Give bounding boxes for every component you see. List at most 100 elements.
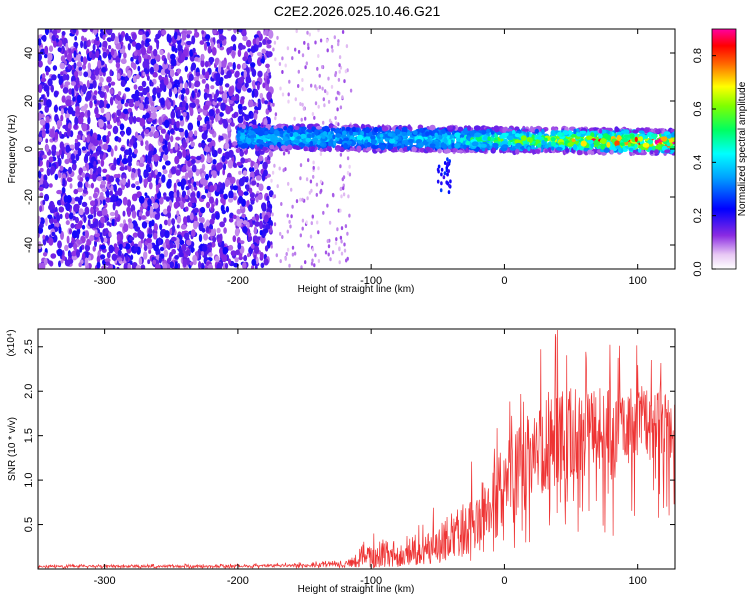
noise-cell <box>125 126 132 136</box>
noise-cell <box>323 103 326 108</box>
noise-cell <box>123 242 126 247</box>
noise-cell <box>82 134 86 141</box>
noise-cell <box>179 76 183 84</box>
noise-cell <box>331 192 335 197</box>
noise-cell <box>253 235 258 240</box>
noise-cell <box>71 164 76 170</box>
noise-cell <box>153 244 159 252</box>
noise-cell <box>322 210 325 215</box>
noise-cell <box>159 49 164 56</box>
noise-cell <box>335 237 338 242</box>
noise-cell <box>157 237 162 246</box>
noise-cell <box>56 214 61 222</box>
noise-cell <box>149 125 156 133</box>
noise-cell <box>212 236 217 243</box>
noise-cell <box>206 190 212 199</box>
noise-cell <box>242 63 247 69</box>
noise-cell <box>186 40 193 46</box>
noise-cell <box>232 61 236 71</box>
noise-cell <box>268 150 273 158</box>
noise-cell <box>201 227 206 233</box>
noise-cell <box>221 254 228 263</box>
noise-cell <box>259 229 263 236</box>
noise-cell <box>167 64 172 71</box>
signal-cell <box>463 144 467 150</box>
noise-cell <box>50 253 57 259</box>
noise-cell <box>203 42 208 51</box>
noise-cell <box>301 197 304 202</box>
noise-cell <box>185 249 191 256</box>
signal-cell <box>306 133 312 139</box>
noise-cell <box>274 57 277 62</box>
noise-cell <box>78 208 84 216</box>
noise-cell <box>123 108 129 115</box>
noise-cell <box>50 84 54 93</box>
noise-cell <box>189 107 194 117</box>
noise-cell <box>154 213 160 220</box>
noise-cell <box>157 125 163 131</box>
noise-cell <box>84 230 89 239</box>
signal-cell <box>492 142 499 148</box>
noise-cell <box>153 232 158 240</box>
noise-cell <box>189 212 194 221</box>
noise-cell <box>203 233 209 241</box>
signal-cell <box>670 128 675 133</box>
noise-cell <box>127 107 133 113</box>
noise-cell <box>280 202 283 206</box>
noise-cell <box>93 90 98 95</box>
noise-cell <box>39 205 43 213</box>
noise-cell <box>155 106 162 110</box>
noise-cell <box>132 232 138 238</box>
noise-cell <box>223 120 229 129</box>
noise-cell <box>251 258 257 266</box>
noise-cell <box>305 61 308 66</box>
noise-cell <box>339 152 343 157</box>
noise-cell <box>139 211 143 217</box>
noise-cell <box>278 62 282 66</box>
signal-cell <box>628 147 634 152</box>
signal-cell <box>544 137 548 142</box>
noise-cell <box>328 118 332 123</box>
noise-cell <box>237 190 244 197</box>
noise-cell <box>154 169 158 175</box>
signal-cell <box>454 132 461 139</box>
spectrogram-heatmap <box>38 29 675 269</box>
noise-cell <box>319 38 323 43</box>
noise-cell <box>167 218 172 227</box>
noise-cell <box>106 221 110 226</box>
noise-cell <box>247 253 250 258</box>
noise-cell <box>310 83 313 88</box>
signal-cell <box>501 134 506 140</box>
noise-cell <box>47 214 53 220</box>
noise-cell <box>116 109 122 117</box>
noise-cell <box>246 88 252 93</box>
noise-cell <box>84 206 90 215</box>
noise-cell <box>95 113 101 119</box>
noise-cell <box>72 29 77 33</box>
noise-cell <box>116 200 122 206</box>
noise-cell <box>306 30 309 35</box>
noise-cell <box>96 255 101 264</box>
noise-cell <box>315 182 319 187</box>
noise-cell <box>219 221 226 228</box>
noise-cell <box>137 85 144 91</box>
noise-cell <box>312 174 315 179</box>
noise-cell <box>287 92 290 97</box>
noise-cell <box>51 144 57 152</box>
signal-cell <box>583 147 588 152</box>
noise-cell <box>238 29 243 33</box>
noise-cell <box>163 219 169 226</box>
noise-cell <box>170 110 176 120</box>
noise-cell <box>339 235 343 240</box>
signal-cell <box>425 146 431 152</box>
noise-cell <box>149 206 154 215</box>
noise-cell <box>170 236 177 242</box>
noise-cell <box>260 262 265 269</box>
signal-cell <box>545 144 549 149</box>
noise-cell <box>173 192 177 199</box>
noise-cell <box>248 187 253 194</box>
noise-cell <box>152 202 159 209</box>
noise-cell <box>330 84 334 89</box>
noise-cell <box>181 190 187 198</box>
